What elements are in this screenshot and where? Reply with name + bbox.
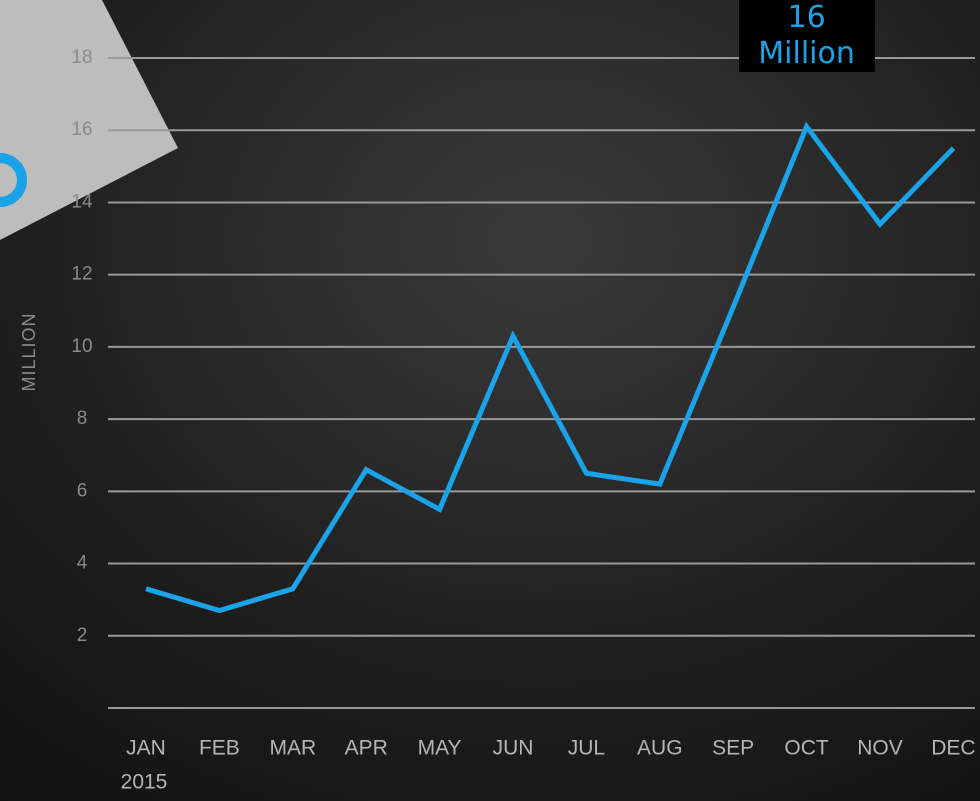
- y-tick-label: 4: [77, 553, 88, 574]
- annotation: 16 Million: [738, 0, 875, 72]
- y-tick-label: 10: [71, 336, 92, 357]
- x-tick-label: JAN: [126, 737, 166, 760]
- line: [145, 121, 956, 614]
- y-tick-label: 14: [71, 191, 93, 212]
- x-tick-label: NOV: [857, 737, 903, 760]
- x-tick-label: JUL: [568, 737, 605, 760]
- x-tick-label: JUN: [493, 737, 534, 760]
- y-tick-label: 18: [71, 47, 92, 68]
- y-tick-label: 2: [77, 625, 88, 646]
- x-tick-label: SEP: [712, 737, 754, 760]
- x-tick-label: MAR: [269, 737, 316, 760]
- x-tick-label: FEB: [199, 737, 240, 760]
- y-tick-label: 6: [77, 480, 88, 501]
- y-axis-label: MILLION: [19, 312, 39, 391]
- decor-arc: [0, 153, 27, 207]
- y-tick-label: 16: [71, 119, 92, 140]
- y-tick-label: 12: [71, 264, 92, 285]
- x-year-label: 2015: [121, 771, 168, 794]
- x-tick-label: APR: [345, 737, 388, 760]
- x-tick-label: OCT: [784, 737, 829, 760]
- x-tick-label: DEC: [931, 737, 975, 760]
- x-tick-label: MAY: [418, 737, 462, 760]
- decor-panel: [0, 0, 178, 240]
- x-tick-label: AUG: [637, 737, 683, 760]
- y-tick-label: 8: [77, 408, 88, 429]
